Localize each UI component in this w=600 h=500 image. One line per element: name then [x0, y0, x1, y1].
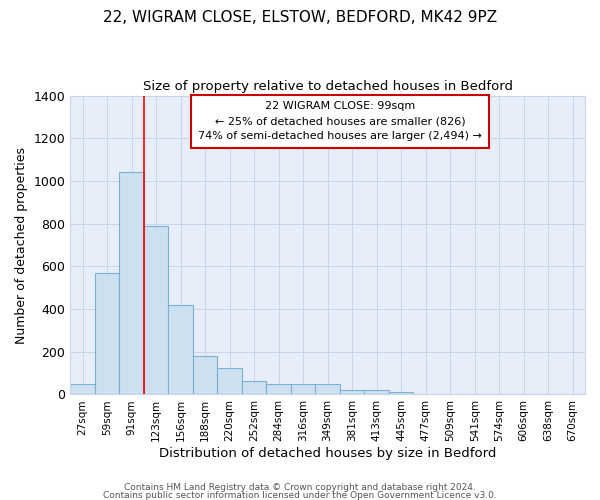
Bar — [169, 305, 193, 394]
Bar — [389, 392, 413, 394]
Y-axis label: Number of detached properties: Number of detached properties — [15, 146, 28, 344]
Bar — [193, 356, 217, 395]
Bar — [364, 390, 389, 394]
Text: Contains public sector information licensed under the Open Government Licence v3: Contains public sector information licen… — [103, 490, 497, 500]
Bar — [340, 390, 364, 394]
Text: Contains HM Land Registry data © Crown copyright and database right 2024.: Contains HM Land Registry data © Crown c… — [124, 484, 476, 492]
Bar — [242, 380, 266, 394]
Title: Size of property relative to detached houses in Bedford: Size of property relative to detached ho… — [143, 80, 512, 93]
Bar — [95, 273, 119, 394]
Bar — [291, 384, 316, 394]
Bar — [266, 384, 291, 394]
Text: 22, WIGRAM CLOSE, ELSTOW, BEDFORD, MK42 9PZ: 22, WIGRAM CLOSE, ELSTOW, BEDFORD, MK42 … — [103, 10, 497, 25]
Bar — [316, 384, 340, 394]
Bar — [70, 384, 95, 394]
Bar — [119, 172, 144, 394]
X-axis label: Distribution of detached houses by size in Bedford: Distribution of detached houses by size … — [159, 447, 496, 460]
Bar — [217, 368, 242, 394]
Text: 22 WIGRAM CLOSE: 99sqm
← 25% of detached houses are smaller (826)
74% of semi-de: 22 WIGRAM CLOSE: 99sqm ← 25% of detached… — [198, 102, 482, 141]
Bar — [144, 226, 169, 394]
